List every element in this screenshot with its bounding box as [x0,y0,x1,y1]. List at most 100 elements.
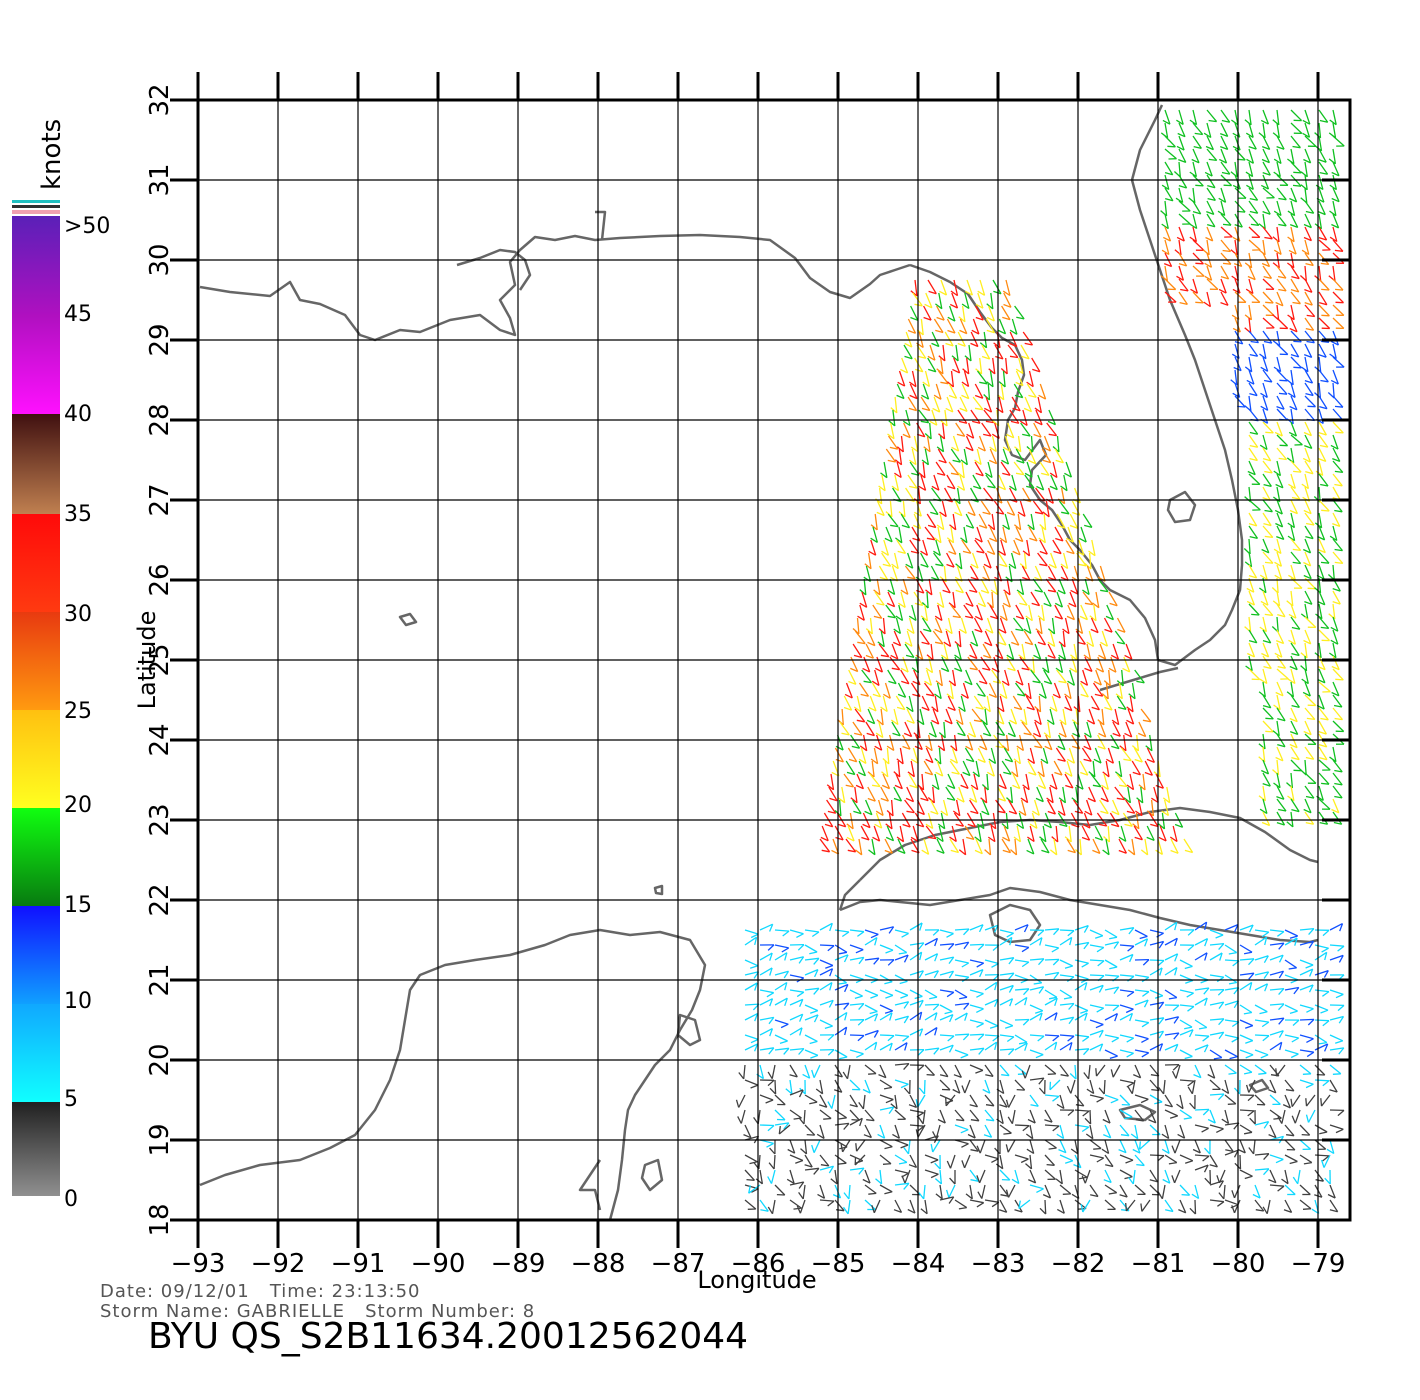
wind-barb [1071,797,1079,804]
wind-barb [1263,955,1269,964]
wind-vector [804,1167,819,1171]
wind-barb [1247,1094,1255,1102]
wind-vector [999,1019,1014,1027]
wind-vector [911,526,921,542]
wind-barb [965,524,974,529]
wind-barb [1244,561,1252,568]
wind-vector [789,1109,802,1119]
wind-barb [1036,1188,1044,1193]
wind-barb [769,1087,777,1095]
wind-vector [898,604,904,621]
wind-barb [1246,184,1254,190]
wind-vector [1224,1122,1239,1126]
wind-barb [1067,849,1076,854]
wind-vector [1290,434,1303,446]
wind-vector [903,422,911,438]
wind-vector [1234,200,1246,213]
wind-barb [1022,1125,1030,1132]
wind-vector [965,591,974,607]
wind-vector [1132,1169,1136,1184]
wind-barb [1249,210,1258,214]
wind-barb [1033,982,1042,985]
wind-vector [743,1064,746,1079]
wind-vector [1318,642,1322,658]
wind-barb [1330,639,1339,645]
wind-barb [957,732,966,737]
wind-barb [989,537,998,543]
wind-barb [965,745,973,751]
wind-barb [946,932,954,938]
wind-barb [1094,693,1103,697]
wind-barb [1218,1192,1225,1200]
wind-barb [1150,823,1159,828]
wind-vector [1299,968,1313,976]
wind-barb [1163,236,1171,242]
wind-vector [1087,1064,1091,1079]
wind-vector [972,396,984,411]
wind-barb [963,928,970,936]
wind-vector [1074,1094,1085,1107]
wind-barb [835,836,844,841]
wind-vector [939,513,945,530]
wind-vector [1002,604,1008,621]
wind-vector [799,1199,806,1214]
wind-vector [1304,499,1312,514]
wind-vector [1097,734,1106,750]
wind-barb [1219,158,1227,164]
wind-vector [1149,1030,1164,1036]
wind-barb [1338,1047,1345,1055]
wind-vector [848,669,857,685]
wind-barb [946,563,955,568]
wind-vector [1262,109,1270,125]
wind-barb [1329,210,1337,217]
wind-barb [870,933,879,939]
wind-vector [1262,239,1266,255]
wind-barb [1004,758,1013,763]
wind-barb [838,1162,847,1165]
wind-barb [1046,797,1054,804]
wind-vector [1318,460,1324,476]
wind-barb [1052,1035,1060,1042]
wind-vector [939,956,954,961]
wind-vector [1164,148,1177,160]
wind-barb [1006,511,1015,516]
wind-vector [1318,343,1327,358]
wind-vector [1025,695,1035,711]
wind-barb [1320,1009,1329,1014]
wind-barb [1157,960,1165,967]
wind-vector [947,617,953,634]
wind-vector [954,578,964,594]
wind-vector [964,1154,971,1169]
wind-barb [1278,1017,1285,1025]
wind-vector [813,1139,821,1153]
wind-barb [1264,470,1273,474]
wind-barb [1124,654,1133,660]
wind-vector [877,799,884,816]
wind-barb [976,1202,985,1208]
wind-barb [1193,1074,1202,1079]
wind-barb [1273,782,1281,789]
wind-vector [1022,409,1028,426]
wind-vector [1104,959,1118,968]
wind-vector [819,922,833,931]
wind-barb [890,407,898,414]
wind-barb [750,1038,759,1044]
wind-barb [1005,1144,1009,1153]
wind-vector [1194,1064,1202,1078]
wind-vector [1276,122,1280,138]
wind-barb [1303,431,1312,437]
wind-vector [1164,1016,1179,1021]
wind-barb [1101,784,1109,790]
wind-vector [949,1154,956,1169]
wind-barb [856,1053,864,1058]
wind-barb [1317,210,1326,216]
wind-vector [1012,773,1021,789]
wind-vector [1055,747,1066,762]
wind-vector [894,944,908,954]
wind-barb [1264,613,1273,617]
wind-vector [1178,109,1184,125]
wind-vector [1304,564,1312,579]
wind-barb [1046,719,1055,726]
wind-barb [1135,1119,1144,1122]
wind-barb [908,381,917,388]
